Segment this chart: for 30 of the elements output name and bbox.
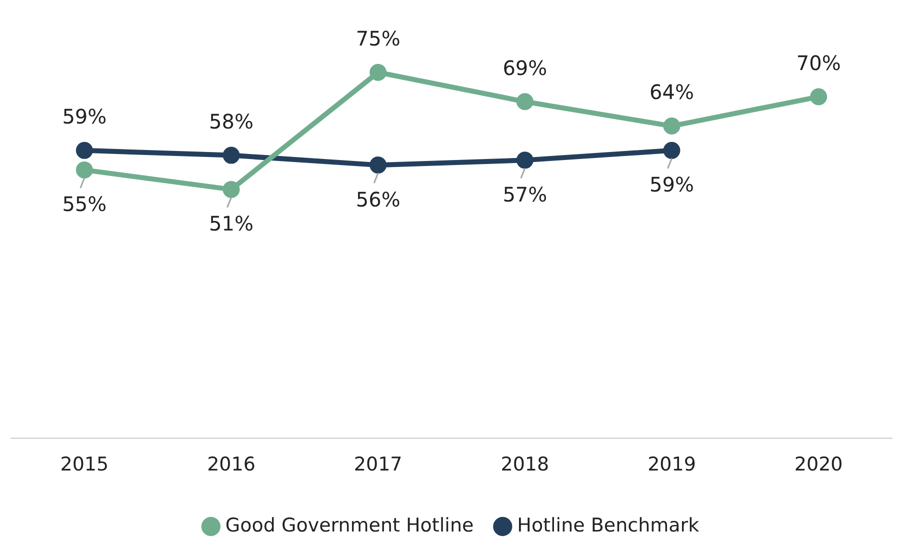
legend-label: Good Government Hotline	[225, 514, 474, 536]
data-label: 64%	[650, 80, 694, 104]
point	[222, 146, 240, 164]
x-tick-label: 2019	[648, 454, 696, 476]
x-tick-label: 2017	[354, 454, 402, 476]
data-label: 70%	[796, 50, 841, 75]
data-label: 55%	[62, 192, 107, 216]
data-label: 58%	[209, 110, 254, 134]
point	[76, 161, 93, 178]
data-label: 56%	[356, 187, 400, 212]
point	[516, 152, 534, 169]
point	[370, 156, 387, 174]
data-label: 51%	[209, 212, 254, 236]
point	[222, 180, 240, 198]
point	[663, 118, 680, 135]
point	[76, 142, 93, 159]
legend-label: Hotline Benchmark	[517, 514, 700, 536]
x-tick-label: 2018	[500, 454, 550, 476]
x-tick-label: 2015	[60, 454, 109, 476]
data-label: 69%	[502, 56, 548, 80]
x-tick-label: 2020	[794, 454, 843, 476]
data-label: 57%	[502, 182, 548, 206]
point	[370, 64, 387, 81]
point	[663, 142, 680, 159]
point	[810, 88, 828, 106]
data-label: 59%	[62, 104, 107, 129]
data-label: 59%	[650, 172, 694, 197]
x-tick-label: 2016	[207, 454, 256, 476]
point	[516, 93, 534, 110]
data-label: 75%	[356, 26, 400, 51]
